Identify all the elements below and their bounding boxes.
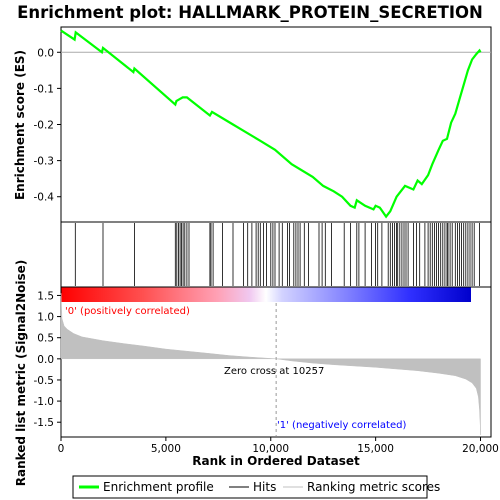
x-tick-label: 15,000 (357, 443, 394, 455)
es-tick-label: -0.4 (34, 192, 55, 204)
metric-tick-label: -1.5 (34, 417, 55, 429)
enrichment-profile-group (60, 29, 482, 219)
x-tick-label: 10,000 (252, 443, 289, 455)
rank-panel-frame (60, 286, 492, 438)
chart-title: Enrichment plot: HALLMARK_PROTEIN_SECRET… (17, 3, 483, 22)
x-tick-label: 5,000 (151, 443, 181, 455)
metric-axis-title: Ranked list metric (Signal2Noise) (14, 260, 28, 487)
metric-axis: 1.5 1.0 0.5 0.0 -0.5 -1.0 -1.5 (34, 290, 61, 429)
es-tick-label: -0.2 (34, 120, 55, 132)
x-axis: 0 5,000 10,000 15,000 20,000 (58, 437, 499, 455)
legend-metric-label: Ranking metric scores (307, 480, 440, 494)
rank-color-bar (61, 287, 471, 302)
metric-tick-label: -1.0 (34, 396, 55, 408)
metric-tick-label: 1.0 (37, 312, 54, 324)
x-axis-title: Rank in Ordered Dataset (192, 454, 360, 468)
es-tick-label: 0.0 (37, 47, 54, 59)
metric-area-path (60, 293, 481, 435)
es-tick-label: -0.1 (34, 83, 55, 95)
legend-box (72, 475, 428, 499)
negative-label: '1' (negatively correlated) (277, 420, 406, 431)
metric-tick-label: 0.5 (37, 333, 54, 345)
metric-tick-label: -0.5 (34, 375, 55, 387)
positive-label: '0' (positively correlated) (65, 306, 190, 317)
metric-area (60, 293, 481, 435)
es-axis: 0.0 -0.1 -0.2 -0.3 -0.4 (34, 47, 61, 204)
metric-tick-label: 0.0 (37, 354, 54, 366)
zero-cross-label: Zero cross at 10257 (224, 366, 324, 377)
legend-hits-label: Hits (253, 480, 276, 494)
hits-group (74, 223, 480, 286)
es-axis-title: Enrichment score (ES) (13, 50, 27, 200)
x-tick-label: 0 (58, 443, 65, 455)
metric-tick-label: 1.5 (37, 290, 54, 302)
legend-enrichment-label: Enrichment profile (103, 480, 214, 494)
x-tick-label: 20,000 (462, 443, 499, 455)
enrichment-profile-line (60, 29, 482, 219)
es-tick-label: -0.3 (34, 156, 55, 168)
hits-panel (60, 221, 492, 288)
es-panel (60, 26, 492, 223)
